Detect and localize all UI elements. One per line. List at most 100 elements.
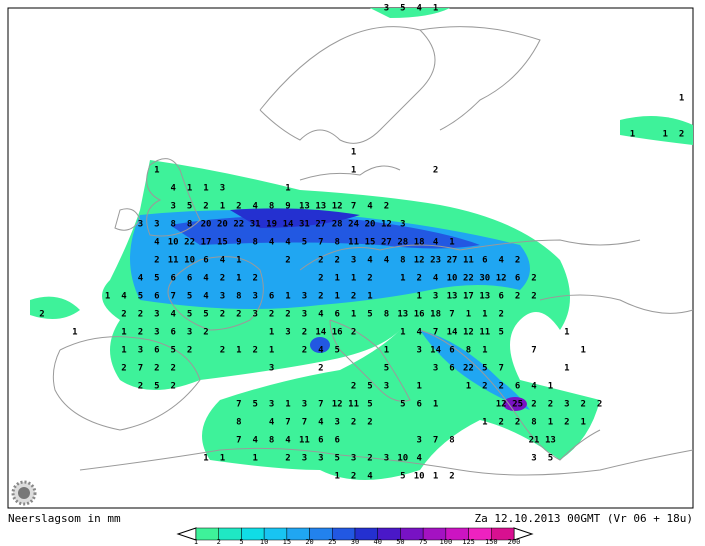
rain-value: 6	[449, 364, 454, 374]
rain-value: 3	[269, 400, 274, 410]
rain-value: 2	[351, 418, 356, 428]
rain-value: 23	[430, 256, 441, 266]
rain-value: 21	[529, 436, 540, 446]
rain-value: 1	[285, 400, 290, 410]
rain-value: 17	[201, 238, 212, 248]
rain-value: 8	[187, 220, 192, 230]
rain-value: 27	[381, 238, 392, 248]
rain-area	[370, 8, 450, 18]
rain-area	[620, 116, 693, 145]
rain-value: 7	[318, 400, 323, 410]
rain-value: 3	[564, 400, 569, 410]
rain-value: 1	[433, 472, 438, 482]
rain-value: 3	[384, 454, 389, 464]
rain-value: 11	[168, 256, 179, 266]
rain-value: 7	[531, 346, 536, 356]
scale-label: 125	[462, 538, 475, 546]
rain-value: 6	[482, 256, 487, 266]
rain-value: 2	[318, 274, 323, 284]
rain-value: 4	[318, 418, 324, 428]
rain-value: 1	[236, 274, 241, 284]
rain-value: 2	[236, 202, 241, 212]
rain-value: 8	[236, 292, 241, 302]
rain-value: 5	[400, 4, 405, 14]
rain-value: 7	[433, 436, 438, 446]
rain-value: 6	[334, 310, 339, 320]
rain-value: 2	[318, 292, 323, 302]
rain-value: 1	[367, 292, 372, 302]
rain-value: 3	[154, 310, 159, 320]
rain-value: 3	[138, 346, 143, 356]
rain-value: 5	[154, 274, 159, 284]
rain-value: 2	[187, 346, 192, 356]
rain-value: 1	[384, 346, 389, 356]
rain-value: 2	[302, 328, 307, 338]
rain-area	[170, 216, 480, 249]
rain-value: 4	[433, 274, 439, 284]
rain-value: 1	[105, 292, 110, 302]
rain-value: 5	[334, 346, 339, 356]
coastlines	[52, 26, 694, 476]
rain-value: 2	[138, 382, 143, 392]
rain-value: 5	[138, 292, 143, 302]
rain-value: 1	[416, 292, 421, 302]
scale-label: 1	[194, 538, 198, 546]
rain-value: 27	[447, 256, 458, 266]
rain-value: 1	[121, 328, 126, 338]
scale-label: 25	[328, 538, 336, 546]
rain-value: 14	[447, 328, 458, 338]
rain-value: 8	[269, 202, 274, 212]
rain-value: 8	[466, 346, 471, 356]
rain-value: 12	[332, 400, 343, 410]
rain-value: 3	[384, 382, 389, 392]
rain-value: 1	[662, 130, 667, 140]
rain-value: 10	[447, 274, 458, 284]
rain-value: 7	[351, 202, 356, 212]
rain-value: 1	[220, 454, 225, 464]
rain-value: 2	[564, 418, 569, 428]
rain-value: 4	[433, 238, 439, 248]
rain-value: 1	[433, 4, 438, 14]
rain-value: 3	[302, 454, 307, 464]
rain-value: 4	[121, 292, 127, 302]
rain-value: 8	[334, 238, 339, 248]
precipitation	[30, 8, 693, 480]
rain-value: 1	[285, 292, 290, 302]
rain-value: 2	[138, 328, 143, 338]
rain-value: 5	[482, 364, 487, 374]
rain-value: 28	[397, 238, 408, 248]
rain-value: 2	[433, 166, 438, 176]
rain-value: 11	[348, 400, 359, 410]
rain-value: 10	[414, 472, 425, 482]
rain-value: 1	[334, 292, 339, 302]
rain-value: 3	[334, 418, 339, 428]
rain-value: 2	[351, 292, 356, 302]
rain-value: 9	[285, 202, 290, 212]
rain-value: 31	[299, 220, 310, 230]
rain-value: 1	[548, 418, 553, 428]
rain-value: 22	[463, 274, 474, 284]
rain-value: 9	[236, 238, 241, 248]
rain-value: 10	[397, 454, 408, 464]
rain-value: 4	[367, 472, 373, 482]
rain-value: 30	[479, 274, 490, 284]
rain-value: 5	[187, 202, 192, 212]
rain-value: 2	[252, 346, 257, 356]
rain-value: 8	[400, 256, 405, 266]
scale-swatch	[218, 527, 242, 541]
rain-value: 3	[252, 310, 257, 320]
rain-value: 3	[220, 184, 225, 194]
timestamp: Za 12.10.2013 00GMT (Vr 06 + 18u)	[474, 512, 693, 525]
rain-value: 6	[449, 346, 454, 356]
rain-value: 1	[482, 310, 487, 320]
rain-value: 1	[121, 346, 126, 356]
rain-value: 7	[236, 436, 241, 446]
rain-value: 7	[449, 310, 454, 320]
rain-value: 3	[416, 436, 421, 446]
rain-value: 3	[416, 346, 421, 356]
rain-value: 6	[269, 292, 274, 302]
rain-value: 4	[154, 238, 160, 248]
rain-value: 22	[463, 364, 474, 374]
rain-value: 2	[531, 274, 536, 284]
rain-value: 14	[315, 328, 326, 338]
